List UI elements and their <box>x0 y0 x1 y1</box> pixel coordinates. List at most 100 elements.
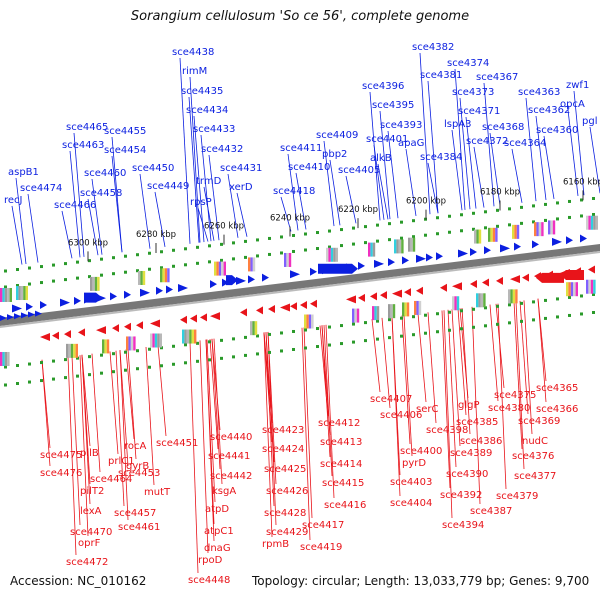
cog-color-block <box>512 224 515 239</box>
forward-gene-connector <box>329 159 341 226</box>
forward-gene-label: trmD <box>196 176 222 187</box>
tick-dot <box>352 226 355 230</box>
cog-color-block <box>416 300 419 315</box>
cog-color-block <box>452 296 455 311</box>
reverse-gene-label: sce4404 <box>390 498 432 509</box>
cog-color-block <box>495 227 498 242</box>
tick-dot <box>484 324 487 328</box>
tick-dot <box>532 300 535 304</box>
forward-gene-connector <box>280 196 292 232</box>
tick-dot <box>388 222 391 226</box>
tick-dot <box>28 380 31 384</box>
reverse-gene-arrow <box>290 302 297 311</box>
cog-color-block <box>512 289 516 304</box>
cog-color-block <box>354 308 357 323</box>
tick-dot <box>172 362 175 366</box>
cog-color-block <box>588 279 591 294</box>
cog-color-block <box>164 268 168 283</box>
forward-gene-arrow <box>7 314 14 321</box>
reverse-gene-arrow <box>64 330 71 339</box>
reverse-gene-label: sce4419 <box>300 542 342 553</box>
forward-gene-connector <box>379 110 391 220</box>
tick-dot <box>496 224 499 228</box>
forward-gene-label: opcA <box>560 99 585 110</box>
tick-dot <box>508 207 511 211</box>
cog-color-block <box>75 343 78 358</box>
reverse-gene-arrow <box>280 303 290 312</box>
genome-band <box>0 196 600 387</box>
cog-color-block <box>160 268 163 283</box>
tick-dot <box>520 221 523 225</box>
tick-dot <box>412 333 415 337</box>
reverse-gene-label: sce4416 <box>324 500 366 511</box>
reverse-gene-connector <box>519 300 529 415</box>
reverse-gene-connector <box>211 338 221 470</box>
reverse-gene-label: sce4366 <box>536 404 578 415</box>
tick-dot <box>340 228 343 232</box>
forward-gene-label: sce4433 <box>193 124 235 135</box>
cog-color-block <box>16 286 19 301</box>
tick-dot <box>76 260 79 264</box>
cog-color-block <box>182 329 185 344</box>
reverse-gene-arrow <box>440 283 447 292</box>
tick-dot <box>400 316 403 320</box>
forward-gene-block <box>84 292 102 303</box>
forward-gene-label: sce4434 <box>186 105 228 116</box>
tick-dot <box>100 371 103 375</box>
tick-dot <box>592 212 595 216</box>
forward-gene-connector <box>373 144 385 220</box>
forward-gene-label: rimM <box>182 66 207 77</box>
tick-dot <box>292 233 295 237</box>
reverse-gene-arrow <box>256 306 263 315</box>
reverse-gene-arrow <box>180 315 187 324</box>
forward-gene-arrow <box>26 302 33 311</box>
reverse-gene-label: sce4425 <box>264 464 306 475</box>
cog-color-block <box>328 247 331 262</box>
reverse-gene-connector <box>91 353 101 473</box>
forward-gene-label: aspB1 <box>8 167 39 178</box>
tick-dot <box>568 199 571 203</box>
tick-label: 6300 kbp <box>68 238 108 248</box>
reverse-gene-arrow <box>470 280 477 289</box>
cog-color-block <box>376 306 380 321</box>
tick-dot <box>496 322 499 326</box>
reverse-gene-connector <box>323 325 333 477</box>
tick-dot <box>508 223 511 227</box>
forward-gene-connector <box>287 153 299 231</box>
reverse-gene-connector <box>497 303 507 490</box>
tick-dot <box>412 219 415 223</box>
forward-gene-connector <box>387 130 399 219</box>
forward-gene-connector <box>179 57 191 244</box>
tick-dot <box>328 229 331 233</box>
tick-dot <box>412 315 415 319</box>
forward-gene-arrow <box>290 270 300 279</box>
forward-gene-connector <box>200 134 212 242</box>
cog-color-block <box>0 351 3 366</box>
tick-dot <box>472 227 475 231</box>
cog-color-block <box>102 339 105 354</box>
tick-label: 6180 kbp <box>480 188 520 198</box>
cog-color-block <box>414 300 417 315</box>
forward-gene-label: alkB <box>370 153 392 164</box>
tick-dot <box>328 245 331 249</box>
tick-dot <box>472 211 475 215</box>
tick-dot <box>508 321 511 325</box>
cog-color-block <box>401 239 404 254</box>
cog-color-block <box>398 239 402 254</box>
cog-color-block <box>221 261 224 276</box>
tick-dot <box>64 376 67 380</box>
forward-gene-connector <box>188 96 200 243</box>
cog-color-block <box>154 333 158 348</box>
reverse-gene-connector <box>427 312 437 424</box>
cog-color-block <box>186 329 190 344</box>
tick-dot <box>256 254 259 258</box>
tick-dot <box>268 332 271 336</box>
reverse-gene-connector <box>157 345 167 437</box>
reverse-gene-connector <box>115 350 125 507</box>
cog-color-block <box>541 222 544 237</box>
tick-dot <box>580 198 583 202</box>
tick-dot <box>316 327 319 331</box>
cog-color-block <box>552 220 556 235</box>
reverse-gene-arrow <box>268 304 275 313</box>
